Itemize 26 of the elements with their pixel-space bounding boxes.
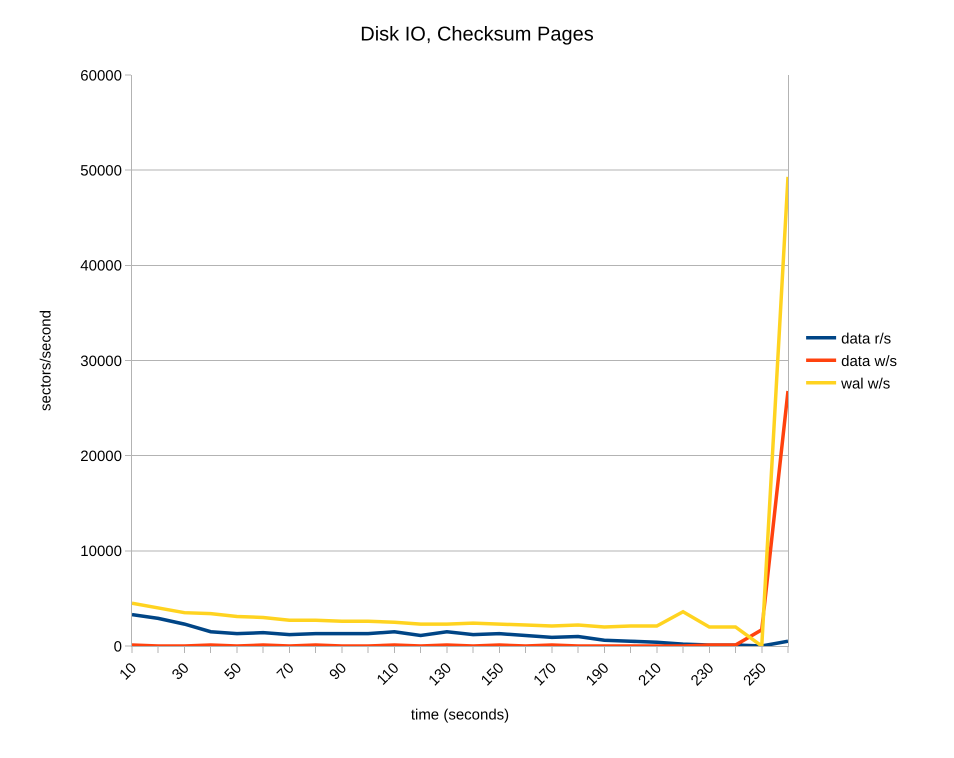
x-tick-label: 150 <box>478 660 508 690</box>
x-tick-label: 130 <box>425 660 456 690</box>
x-tick-label: 90 <box>326 660 350 684</box>
x-axis-title: time (seconds) <box>410 706 510 724</box>
x-tick-label: 70 <box>274 660 298 684</box>
y-axis-title: sectors/second <box>38 310 55 411</box>
legend-label: data w/s <box>841 353 897 370</box>
x-tick-label: 210 <box>635 660 665 690</box>
x-tick-label: 10 <box>116 660 140 684</box>
x-tick-label: 50 <box>221 660 246 684</box>
x-tick-label: 30 <box>168 660 193 684</box>
y-tick-label: 20000 <box>80 448 122 465</box>
y-tick-label: 50000 <box>80 162 122 180</box>
y-tick-label: 60000 <box>80 67 122 84</box>
chart-title: Disk IO, Checksum Pages <box>360 24 594 46</box>
legend-label: wal w/s <box>840 376 890 393</box>
legend-label: data r/s <box>841 330 892 348</box>
x-tick-label: 110 <box>374 660 403 689</box>
x-tick-label: 230 <box>688 660 718 690</box>
y-tick-label: 0 <box>114 638 122 656</box>
x-tick-label: 190 <box>582 660 612 690</box>
x-tick-label: 170 <box>530 660 560 690</box>
y-tick-label: 30000 <box>80 352 122 370</box>
x-tick-label: 250 <box>740 660 770 690</box>
y-tick-label: 10000 <box>80 543 122 560</box>
y-tick-label: 40000 <box>80 258 122 275</box>
